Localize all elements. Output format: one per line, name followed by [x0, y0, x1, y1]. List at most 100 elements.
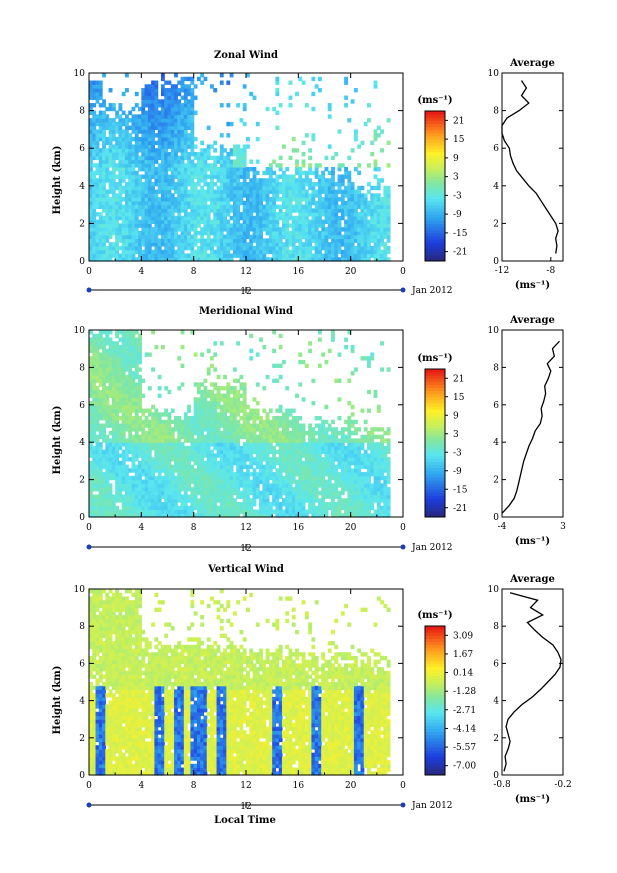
heatmap-cell — [151, 174, 156, 179]
heatmap-cell — [134, 412, 139, 417]
heatmap-cell — [138, 344, 142, 350]
heatmap-cell — [92, 136, 97, 142]
heatmap-cell — [177, 144, 182, 149]
heatmap-cell — [141, 498, 146, 503]
heatmap-cell — [160, 445, 165, 451]
heatmap-cell — [115, 397, 120, 402]
heatmap-cell — [131, 423, 136, 428]
heatmap-cell — [268, 408, 273, 413]
heatmap-cell — [187, 238, 191, 243]
heatmap-cell — [170, 204, 175, 209]
heatmap-cell — [268, 438, 273, 443]
heatmap-cell — [164, 449, 169, 455]
heatmap-cell — [314, 193, 319, 198]
heatmap-cell — [304, 242, 309, 247]
heatmap-cell — [203, 170, 208, 176]
heatmap-cell — [151, 215, 156, 221]
heatmap-cell — [115, 121, 120, 127]
heatmap-cell — [177, 219, 182, 224]
heatmap-cell — [206, 212, 211, 217]
heatmap-cell — [151, 479, 156, 484]
heatmap-cell — [180, 88, 185, 93]
heatmap-cell — [373, 227, 378, 232]
heatmap-cell — [141, 167, 146, 172]
heatmap-cell — [124, 367, 129, 372]
heatmap-cell — [167, 167, 172, 172]
heatmap-cell — [295, 193, 299, 198]
heatmap-cell — [141, 472, 146, 477]
heatmap-cell — [298, 178, 303, 183]
heatmap-cell — [111, 215, 116, 221]
heatmap-cell — [206, 253, 211, 258]
heatmap-cell — [167, 204, 172, 209]
heatmap-cell — [200, 80, 205, 85]
heatmap-cell — [281, 227, 286, 232]
heatmap-cell — [236, 238, 241, 243]
heatmap-cell — [138, 434, 142, 440]
heatmap-cell — [183, 490, 188, 496]
heatmap-cell — [108, 352, 113, 357]
heatmap-cell — [252, 509, 257, 514]
heatmap-cell — [121, 419, 126, 425]
colorbar-segment — [425, 136, 445, 140]
heatmap-cell — [380, 257, 384, 262]
heatmap-cell — [281, 242, 286, 247]
heatmap-cell — [118, 129, 123, 134]
heatmap-cell — [268, 464, 273, 469]
heatmap-cell — [275, 223, 280, 228]
heatmap-cell — [102, 204, 106, 209]
heatmap-cell — [301, 182, 306, 187]
heatmap-cell — [239, 475, 244, 481]
heatmap-cell — [121, 348, 126, 354]
heatmap-cell — [216, 245, 221, 251]
heatmap-cell — [105, 167, 110, 172]
heatmap-cell — [128, 502, 133, 507]
heatmap-cell — [102, 453, 106, 458]
heatmap-cell — [213, 494, 218, 499]
heatmap-cell — [265, 182, 270, 187]
heatmap-cell — [255, 257, 260, 262]
heatmap-cell — [193, 438, 198, 443]
heatmap-cell — [144, 442, 149, 447]
heatmap-cell — [128, 208, 133, 213]
heatmap-cell — [383, 242, 388, 247]
heatmap-cell — [236, 449, 241, 455]
heatmap-cell — [131, 125, 136, 130]
heatmap-cell — [154, 253, 159, 258]
heatmap-cell — [193, 200, 198, 206]
heatmap-cell — [272, 457, 277, 462]
heatmap-cell — [252, 174, 257, 179]
heatmap-cell — [242, 427, 247, 432]
heatmap-cell — [265, 230, 270, 236]
heatmap-cell — [141, 378, 146, 383]
heatmap-cell — [115, 238, 120, 243]
heatmap-cell — [281, 257, 286, 262]
heatmap-cell — [124, 245, 129, 251]
heatmap-cell — [115, 114, 120, 119]
heatmap-cell — [118, 389, 123, 395]
heatmap-cell — [236, 472, 241, 477]
heatmap-cell — [102, 438, 106, 443]
heatmap-cell — [92, 430, 97, 436]
heatmap-cell — [314, 200, 319, 206]
heatmap-cell — [190, 151, 195, 157]
heatmap-cell — [265, 223, 270, 228]
heatmap-cell — [232, 159, 237, 164]
heatmap-cell — [190, 200, 195, 206]
heatmap-cell — [92, 356, 97, 361]
heatmap-cell — [360, 227, 365, 232]
heatmap-cell — [360, 215, 365, 221]
heatmap-cell — [278, 408, 283, 413]
heatmap-cell — [196, 208, 201, 213]
heatmap-cell — [115, 356, 120, 361]
heatmap-cell — [301, 197, 306, 202]
heatmap-cell — [151, 200, 156, 206]
heatmap-cell — [255, 509, 260, 514]
heatmap-cell — [353, 223, 358, 228]
heatmap-cell — [373, 163, 378, 168]
colorbar-segment — [425, 139, 445, 143]
heatmap-cell — [210, 178, 214, 183]
heatmap-cell — [118, 182, 123, 187]
heatmap-cell — [380, 253, 384, 258]
heatmap-cell — [121, 189, 126, 194]
